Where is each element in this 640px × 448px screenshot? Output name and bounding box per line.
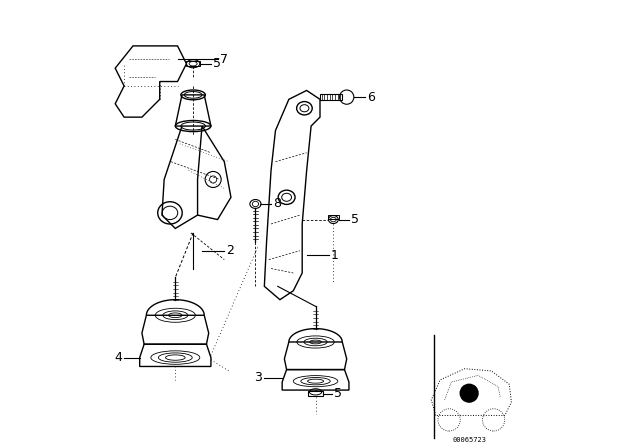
Text: 5: 5	[351, 213, 359, 226]
Text: 1: 1	[331, 249, 339, 262]
Text: 00065723: 00065723	[452, 437, 486, 443]
Text: 3: 3	[254, 371, 262, 384]
Text: 2: 2	[227, 244, 234, 257]
Text: 4: 4	[114, 351, 122, 364]
Text: 5: 5	[334, 387, 342, 400]
Text: 7: 7	[220, 53, 228, 66]
Text: 6: 6	[367, 90, 374, 103]
Text: 5: 5	[213, 57, 221, 70]
Text: 8: 8	[273, 198, 281, 211]
Circle shape	[460, 384, 478, 402]
